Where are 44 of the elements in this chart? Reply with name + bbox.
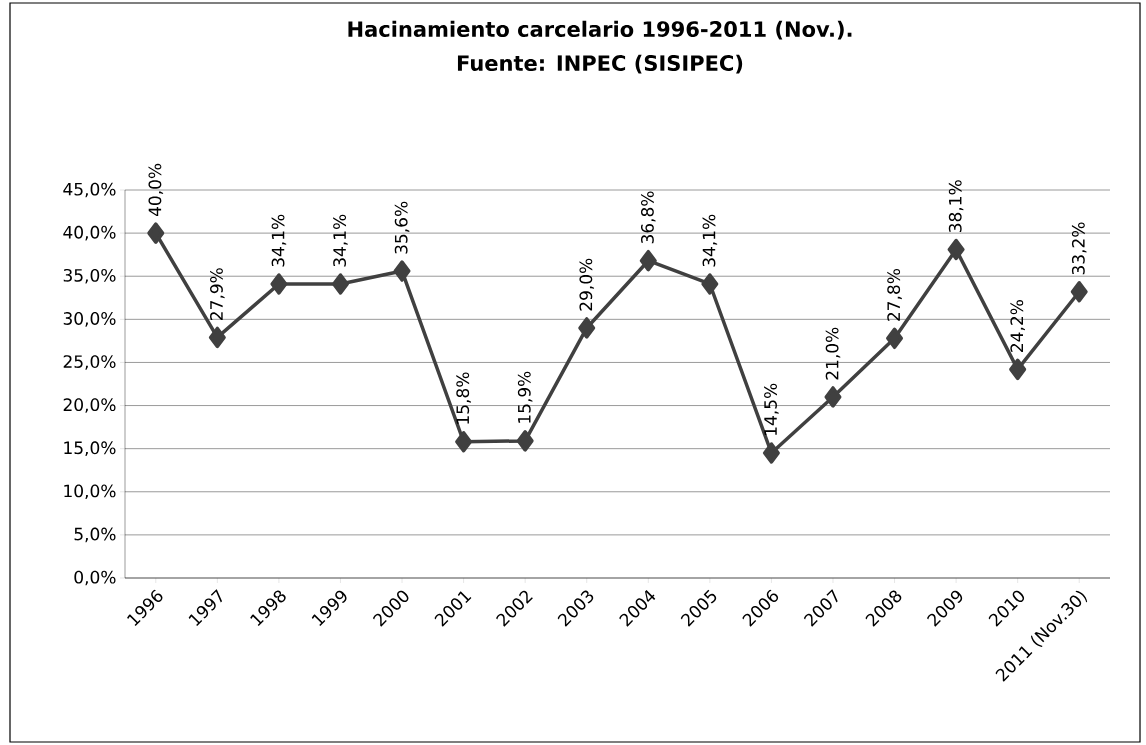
text: 34,1% <box>702 214 718 267</box>
point <box>331 273 349 295</box>
text: 29,0% <box>579 258 595 311</box>
y-tick-label: 20,0% <box>63 398 116 413</box>
text: 35,6% <box>394 201 410 254</box>
text: 24,2% <box>1010 300 1025 352</box>
y-tick-label: 35,0% <box>63 268 116 284</box>
y-tick-label: 40,0% <box>63 225 116 241</box>
text: 33,2% <box>1071 222 1087 275</box>
point <box>886 327 904 350</box>
y-tick-label: 5,0% <box>74 527 116 543</box>
text: 38,1% <box>948 180 964 232</box>
text: 15,8% <box>456 372 471 424</box>
point <box>578 317 596 339</box>
point <box>947 238 965 261</box>
point <box>639 249 657 272</box>
y-tick-label: 25,0% <box>63 355 116 370</box>
chart-subtitle: Fuente: INPEC (SISIPEC) <box>457 54 743 74</box>
point <box>516 430 534 452</box>
text: 15,9% <box>517 371 533 423</box>
text: 34,1% <box>271 214 287 267</box>
point <box>762 442 780 464</box>
text: 34,1% <box>333 214 348 267</box>
text: 27,9% <box>210 268 225 320</box>
point <box>208 326 226 349</box>
text: 21,0% <box>825 327 841 380</box>
chart-title: Hacinamiento carcelario 1996-2011 (Nov.). <box>348 20 852 40</box>
point <box>1070 280 1088 303</box>
point <box>824 386 842 408</box>
point <box>147 222 165 244</box>
y-tick-label: 30,0% <box>63 312 116 327</box>
y-tick-label: 10,0% <box>64 484 116 500</box>
text: 40,0% <box>148 163 164 217</box>
point <box>393 260 411 282</box>
point <box>455 431 473 453</box>
point <box>270 273 288 295</box>
y-tick-label: 45,0% <box>63 182 116 198</box>
point <box>701 273 719 295</box>
point <box>1009 358 1027 381</box>
text: 27,8% <box>887 269 902 321</box>
y-tick-label: 0,0% <box>74 570 116 586</box>
y-tick-label: 15,0% <box>64 441 116 456</box>
text: 36,8% <box>640 191 656 244</box>
text: 14,5% <box>764 383 779 435</box>
